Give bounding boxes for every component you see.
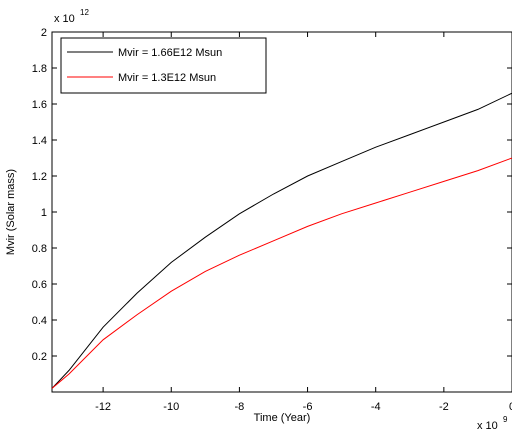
y-tick-label: 1.4 [32, 135, 47, 147]
x-tick-label: -8 [235, 401, 245, 413]
y-axis-label: Mvir (Solar mass) [5, 169, 17, 255]
y-tick-label: 0.6 [32, 279, 47, 291]
x-tick-label: -2 [439, 401, 449, 413]
x-axis-ticks: -12 -10 -8 -6 -4 -2 0 [95, 32, 512, 413]
y-exponent-power: 12 [80, 8, 89, 17]
y-tick-label: 0.4 [32, 315, 47, 327]
x-tick-label: -10 [163, 401, 179, 413]
legend-label-series-1: Mvir = 1.66E12 Msun [118, 47, 222, 59]
y-tick-label: 1.8 [32, 63, 47, 75]
legend: Mvir = 1.66E12 Msun Mvir = 1.3E12 Msun [60, 37, 267, 94]
x-tick-label: -12 [95, 401, 111, 413]
x-exponent-label: x 10 [477, 420, 498, 432]
x-axis-label: Time (Year) [254, 412, 311, 424]
y-tick-label: 2 [41, 27, 47, 39]
legend-label-series-2: Mvir = 1.3E12 Msun [118, 72, 216, 84]
y-tick-label: 1.2 [32, 171, 47, 183]
y-tick-label: 1 [41, 207, 47, 219]
series-line-1 [51, 92, 512, 389]
y-tick-label: 1.6 [32, 99, 47, 111]
x-tick-label: -6 [303, 401, 313, 413]
y-exponent-label: x 10 [54, 13, 75, 25]
series-line-2 [51, 157, 512, 389]
y-tick-label: 0.2 [32, 351, 47, 363]
x-tick-label: 0 [509, 401, 512, 413]
legend-box [60, 37, 267, 94]
y-axis-ticks: 0.2 0.4 0.6 0.8 1 1.2 1.4 1.6 1.8 2 [32, 27, 512, 363]
x-tick-label: -4 [371, 401, 381, 413]
series-lines [51, 92, 512, 389]
y-tick-label: 0.8 [32, 243, 47, 255]
x-exponent-power: 9 [503, 415, 508, 424]
